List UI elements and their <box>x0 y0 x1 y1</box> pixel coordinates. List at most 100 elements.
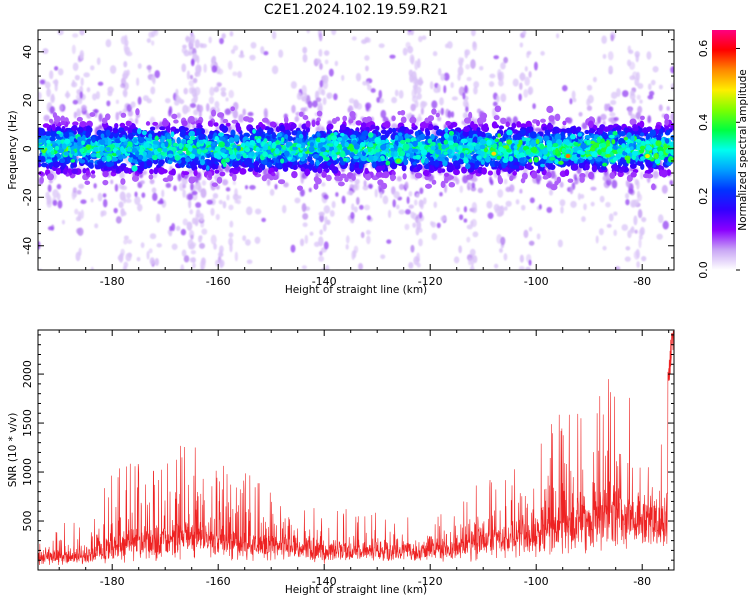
spectrogram-cell <box>232 173 237 182</box>
spectrogram-cell <box>380 129 387 134</box>
spectrogram-speckle <box>633 250 640 260</box>
spectrogram-speckle <box>527 86 534 95</box>
spectrogram-speckle <box>555 33 560 39</box>
spectrogram-speckle <box>220 90 226 97</box>
spectrogram-cell <box>315 120 320 126</box>
spectrogram-cell <box>631 150 639 157</box>
spectrogram-speckle <box>572 97 577 103</box>
spectrogram-speckle <box>126 239 133 244</box>
spectrogram-cell <box>525 140 530 147</box>
spectrogram-speckle <box>64 92 71 98</box>
spectrogram-speckle <box>319 250 323 256</box>
spectrogram-speckle <box>421 35 427 40</box>
spectrogram-speckle <box>652 170 659 179</box>
spectrogram-speckle <box>249 185 256 190</box>
spectrogram-speckle <box>443 72 450 81</box>
spectrogram-speckle <box>602 53 607 60</box>
spectrogram-speckle <box>300 189 305 197</box>
spectrogram-speckle <box>149 233 157 240</box>
spectrogram-speckle <box>74 208 79 215</box>
spectrogram-cell <box>512 165 520 170</box>
spectrogram-cell <box>383 121 391 129</box>
spectrogram-speckle <box>182 184 187 189</box>
spectrogram-cell <box>415 172 423 179</box>
spectrogram-speckle <box>227 124 232 133</box>
spectrogram-cell <box>651 183 656 191</box>
spectrogram-speckle <box>463 218 468 223</box>
spectrogram-speckle <box>154 70 161 79</box>
spectrogram-speckle <box>358 262 364 270</box>
spectrogram-cell <box>292 164 298 170</box>
spectrogram-speckle <box>194 39 200 49</box>
spectrogram-speckle <box>141 170 148 176</box>
spectrogram-cell <box>291 170 298 179</box>
spectrogram-speckle <box>225 187 231 192</box>
spectrogram-speckle <box>346 190 354 196</box>
spectrogram-speckle <box>215 259 219 267</box>
spectrogram-cell <box>158 159 165 165</box>
spectrogram-cell <box>38 162 42 168</box>
spectrogram-cell <box>418 134 425 141</box>
spectrogram-cell <box>93 146 99 153</box>
spectrogram-speckle <box>302 212 309 220</box>
spectrogram-speckle <box>470 30 476 37</box>
spectrogram-speckle <box>181 249 187 257</box>
spectrogram-cell <box>253 161 260 167</box>
spectrogram-cell <box>428 165 434 171</box>
spectrogram-speckle <box>536 233 541 240</box>
spectrogram-speckle <box>458 214 464 221</box>
spectrogram-speckle <box>429 81 434 90</box>
spectrogram-speckle <box>318 48 323 57</box>
spectrogram-cell <box>84 180 91 185</box>
spectrogram-speckle <box>269 188 275 196</box>
spectrogram-speckle <box>408 69 414 77</box>
spectrogram-cell <box>206 159 211 166</box>
spectrogram-speckle <box>266 178 271 186</box>
spectrogram-cell <box>656 134 662 142</box>
spectrogram-cell <box>82 168 87 174</box>
spectrogram-speckle <box>561 85 568 92</box>
spectrogram-cell <box>180 157 187 165</box>
spectrogram-speckle <box>428 21 434 26</box>
spectrogram-speckle <box>146 38 151 43</box>
spectrogram-speckle <box>366 81 370 87</box>
spectrogram-cell <box>590 140 595 145</box>
spectrogram-cell <box>174 128 180 134</box>
spectrogram-cell <box>512 129 519 134</box>
spectrogram-cell <box>385 143 390 149</box>
spectrogram-cell <box>211 164 216 170</box>
spectrogram-speckle <box>97 81 104 86</box>
spectrogram-cell <box>412 167 418 173</box>
spectrogram-cell <box>616 125 622 133</box>
spectrogram-speckle <box>402 47 408 56</box>
spectrogram-speckle <box>318 172 322 178</box>
spectrogram-cell <box>167 174 174 182</box>
spectrogram-cell <box>271 132 277 140</box>
spectrogram-speckle <box>213 243 217 250</box>
spectrogram-speckle <box>322 97 327 105</box>
spectrogram-speckle <box>148 248 153 254</box>
spectrogram-cell <box>571 127 577 135</box>
spectrogram-cell <box>249 134 255 142</box>
spectrogram-cell <box>60 120 67 126</box>
spectrogram-speckle <box>364 55 370 61</box>
spectrogram-speckle <box>584 170 590 178</box>
spectrogram-cell <box>292 146 298 151</box>
spectrogram-speckle <box>306 30 311 34</box>
spectrogram-speckle <box>351 203 355 211</box>
spectrogram-speckle <box>283 182 289 188</box>
spectrogram-speckle <box>181 47 187 54</box>
spectrogram-cell <box>360 155 368 162</box>
spectrogram-speckle <box>323 194 329 200</box>
spectrogram-cell <box>193 169 198 177</box>
spectrogram-speckle <box>191 217 196 225</box>
spectrogram-speckle <box>463 206 468 213</box>
spectrogram-speckle <box>94 223 99 229</box>
spectrogram-speckle <box>395 204 400 210</box>
spectrogram-cell <box>664 138 670 144</box>
spectrogram-speckle <box>658 104 663 112</box>
spectrogram-cell <box>165 125 171 133</box>
spectrogram-cell <box>62 168 68 175</box>
spectrogram-cell <box>508 155 514 162</box>
spectrogram-speckle <box>183 255 190 263</box>
